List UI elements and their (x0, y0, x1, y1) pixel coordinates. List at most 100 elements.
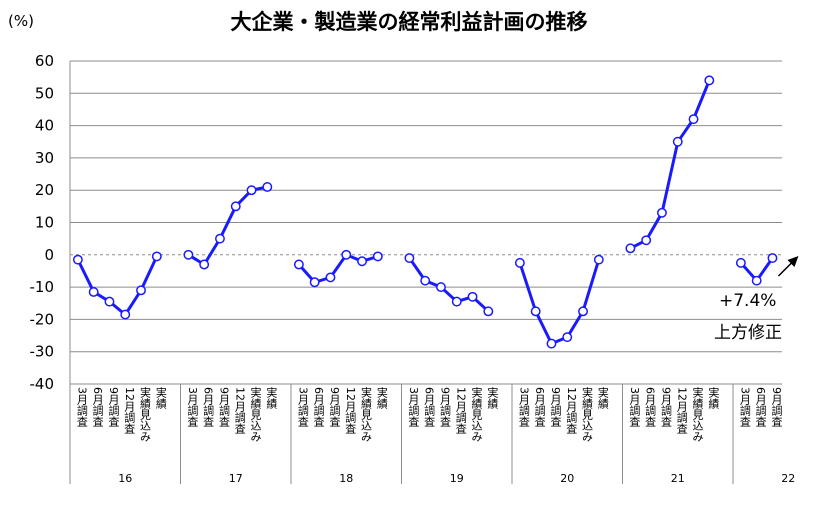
data-point (372, 251, 383, 262)
x-tick-label: 6月調査 (202, 387, 215, 427)
x-tick-label: 実績見込み (470, 386, 483, 442)
data-point (151, 251, 162, 262)
series-line-17 (187, 185, 268, 267)
x-tick-label: 9月調査 (217, 387, 230, 427)
data-point (357, 256, 367, 267)
x-tick-label: 9月調査 (770, 387, 783, 427)
data-point (309, 277, 320, 288)
x-tick-label: 実績 (707, 386, 720, 410)
x-tick-label: 3月調査 (186, 387, 199, 427)
data-point (593, 254, 604, 265)
data-point (136, 285, 146, 296)
x-tick-labels: 3月調査 6月調査 9月調査 12月調査 実績見込み 実績 3月調査 6月調査 9月調査 12月調… (75, 386, 783, 442)
data-point (215, 233, 225, 244)
x-tick-label: 9月調査 (328, 387, 341, 427)
data-point (672, 136, 683, 147)
x-tick-label: 12月調査 (675, 387, 688, 434)
x-tick-label: 3月調査 (75, 387, 88, 427)
data-point (293, 259, 304, 270)
x-tick-label: 9月調査 (659, 387, 672, 427)
data-point (578, 306, 588, 317)
group-label: 17 (229, 472, 243, 485)
group-labels: 16 17 18 19 20 21 22 (118, 472, 795, 485)
x-tick-label: 実績見込み (581, 386, 594, 442)
group-label: 21 (671, 472, 685, 485)
x-tick-label: 6月調査 (312, 387, 325, 427)
data-point (483, 306, 494, 317)
x-tick-label: 3月調査 (517, 387, 530, 427)
x-tick-label: 実績 (486, 386, 499, 410)
y-tick-label: 60 (35, 52, 54, 70)
series-line-21 (629, 79, 711, 250)
data-point (467, 291, 478, 302)
data-point (625, 243, 636, 254)
data-point (514, 257, 525, 268)
data-point (72, 254, 83, 265)
data-point (120, 309, 131, 320)
x-tick-label: 6月調査 (644, 387, 657, 427)
y-tick-label: 0 (44, 246, 54, 264)
group-label: 16 (118, 472, 132, 485)
x-tick-label: 6月調査 (423, 387, 436, 427)
data-point (230, 201, 241, 212)
data-point (420, 275, 431, 286)
x-tick-label: 実績 (265, 386, 278, 410)
y-tick-labels: 60 50 40 30 20 10 0 -10 -20 -30 -40 (30, 52, 55, 393)
x-tick-label: 6月調査 (754, 387, 767, 427)
data-point (262, 182, 273, 192)
group-label: 19 (450, 472, 464, 485)
x-tick-label: 12月調査 (123, 387, 136, 434)
data-point (562, 332, 573, 343)
data-point (88, 286, 99, 297)
x-tick-label: 実績見込み (139, 386, 152, 442)
x-tick-label: 実績 (596, 386, 609, 410)
data-point (199, 259, 210, 270)
x-tick-label: 12月調査 (233, 387, 246, 434)
x-tick-label: 3月調査 (738, 387, 751, 427)
y-tick-label: 50 (35, 84, 54, 102)
chart-title: 大企業・製造業の経常利益計画の推移 (230, 10, 588, 34)
x-tick-label: 実績見込み (249, 386, 262, 442)
data-point (246, 185, 257, 196)
x-tick-label: 3月調査 (407, 387, 420, 427)
annotation-label: 上方修正 (714, 323, 782, 343)
axes (69, 61, 782, 484)
x-tick-label: 9月調査 (549, 387, 562, 427)
series-line-16 (76, 255, 159, 317)
x-tick-label: 3月調査 (296, 387, 309, 427)
data-point (436, 282, 446, 293)
data-point (104, 296, 115, 307)
x-tick-label: 6月調査 (91, 387, 104, 427)
y-tick-label: 20 (35, 181, 54, 199)
data-point (183, 249, 194, 260)
data-point (325, 272, 336, 283)
annotation-arrow-head (787, 256, 799, 268)
y-tick-label: -40 (30, 375, 55, 393)
grid-lines (70, 60, 782, 385)
data-point (530, 306, 541, 317)
data-point (767, 253, 778, 263)
annotation-value: +7.4% (719, 291, 777, 311)
series-line-19 (408, 257, 490, 313)
data-point (751, 275, 762, 286)
annotation-arrow (777, 256, 799, 277)
data-point (735, 257, 746, 268)
y-tick-label: -30 (30, 343, 55, 361)
x-tick-label: 6月調査 (533, 387, 546, 427)
data-point (641, 235, 652, 246)
y-tick-label: 40 (35, 117, 54, 135)
x-tick-label: 実績 (375, 386, 388, 410)
y-tick-label: 10 (35, 214, 54, 232)
y-tick-label: 30 (35, 149, 54, 167)
data-point (657, 207, 667, 218)
data-points (72, 75, 778, 349)
x-tick-label: 実績見込み (691, 386, 704, 442)
y-axis-unit: (%) (8, 12, 34, 30)
data-point (404, 253, 415, 263)
series-line-20 (518, 259, 601, 346)
x-tick-label: 9月調査 (107, 387, 120, 427)
group-label: 18 (339, 472, 353, 485)
x-tick-label: 3月調査 (628, 387, 641, 427)
x-tick-label: 実績見込み (360, 386, 373, 442)
